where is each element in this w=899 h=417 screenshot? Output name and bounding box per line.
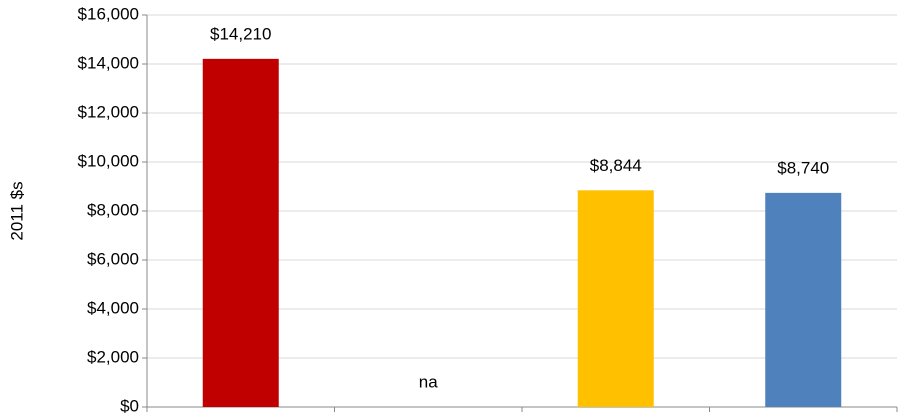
y-tick-label: $2,000 <box>87 347 139 366</box>
y-tick-label: $12,000 <box>78 102 139 121</box>
y-axis-label: 2011 $s <box>7 181 26 240</box>
y-tick-label: $14,000 <box>78 53 139 72</box>
y-tick-label: $6,000 <box>87 249 139 268</box>
y-tick-label: $16,000 <box>78 4 139 23</box>
y-tick-label: $4,000 <box>87 298 139 317</box>
bar <box>765 192 842 407</box>
value-label: $8,844 <box>590 156 642 175</box>
bar <box>577 190 654 407</box>
y-tick-label: $0 <box>120 396 139 415</box>
value-label: $8,740 <box>777 158 829 177</box>
y-tick-label: $10,000 <box>78 151 139 170</box>
value-label: $14,210 <box>210 24 271 43</box>
bar <box>202 58 279 407</box>
value-label: na <box>419 372 438 391</box>
y-tick-label: $8,000 <box>87 200 139 219</box>
